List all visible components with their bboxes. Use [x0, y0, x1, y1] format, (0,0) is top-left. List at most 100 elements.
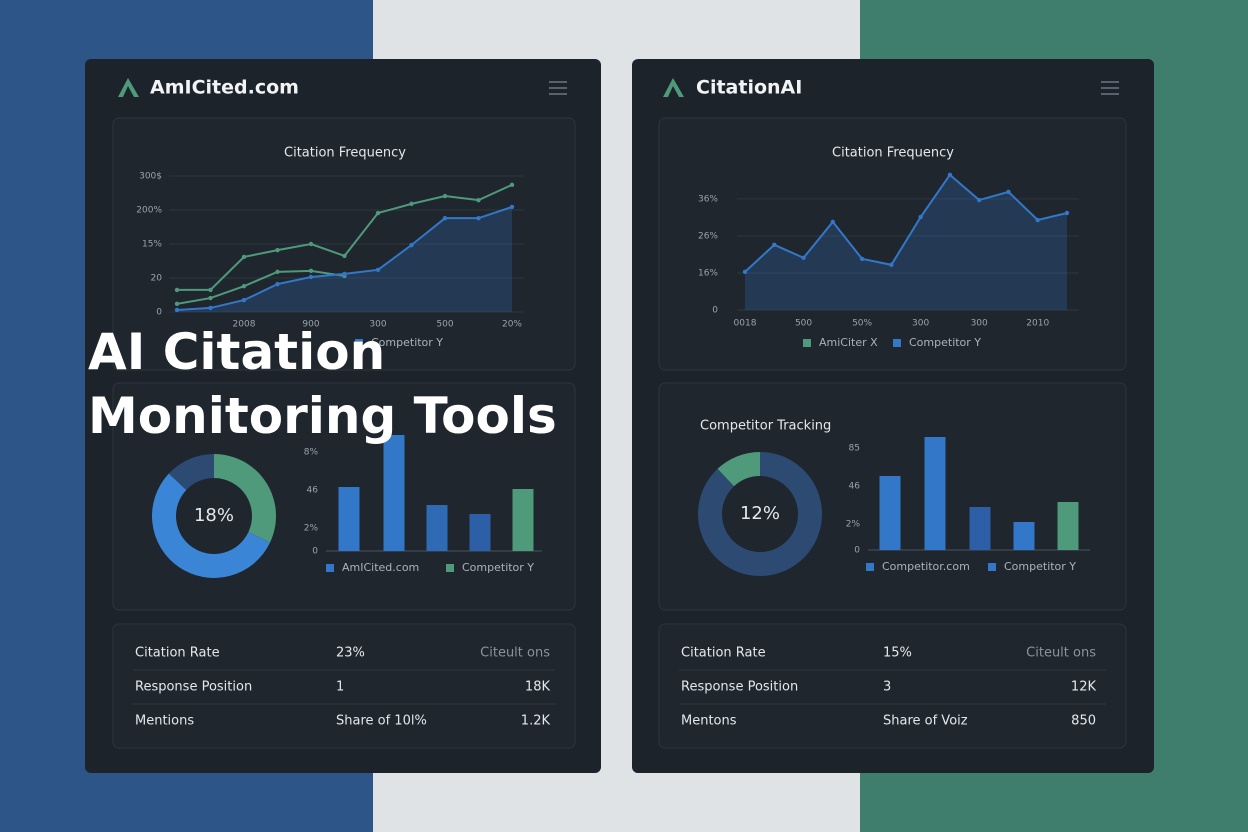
line [744, 173, 1068, 273]
bar [512, 489, 534, 551]
x-tick-label: 2008 [233, 320, 256, 330]
point [241, 297, 247, 303]
donut-center-label: 18% [194, 505, 234, 526]
menu-icon[interactable] [549, 81, 567, 95]
legend-swatch [355, 339, 363, 347]
point [1006, 189, 1011, 195]
legend-swatch [866, 563, 874, 571]
legend-swatch [893, 339, 901, 347]
point [509, 204, 515, 210]
y-tick-label: 16% [698, 268, 718, 278]
point [208, 287, 213, 293]
menu-icon[interactable] [1101, 81, 1119, 95]
bar [879, 476, 901, 550]
table-cell: 1.2K [521, 714, 551, 729]
x-tick-label: 300 [971, 319, 988, 329]
point [772, 242, 777, 248]
x-tick-label: 900 [302, 320, 319, 330]
donut-segment [151, 473, 271, 579]
y-tick-label: 0 [712, 306, 718, 316]
y-tick-label: 2% [846, 520, 861, 530]
legend-swatch [446, 564, 454, 572]
bar [469, 514, 491, 551]
point [375, 267, 381, 273]
logo [663, 78, 684, 97]
point [174, 307, 180, 313]
table-cell: 18K [525, 680, 551, 695]
card-title: Competitor Tracking [700, 419, 831, 434]
table-cell: 15% [883, 646, 912, 661]
table-cell: 1 [336, 680, 344, 695]
brand: AmICited.com [150, 77, 299, 99]
point [241, 254, 247, 260]
point [476, 215, 481, 221]
point [859, 256, 865, 262]
point [275, 247, 280, 253]
table-cell: 23% [336, 646, 365, 661]
legend-label: Competitor.com [882, 560, 970, 573]
bar [338, 487, 360, 551]
point [342, 253, 347, 259]
bar [969, 507, 991, 550]
point [1064, 210, 1070, 216]
y-tick-label: 20 [151, 274, 163, 284]
logo [118, 78, 139, 97]
table-cell: 850 [1071, 714, 1096, 729]
table-cell: 3 [883, 680, 891, 695]
point [275, 281, 280, 287]
table-cell: Citation Rate [135, 646, 220, 661]
y-tick-label: 0 [854, 546, 860, 556]
legend-swatch [803, 339, 811, 347]
table-cell: Response Position [135, 680, 252, 695]
x-tick-label: 500 [436, 320, 453, 330]
card [112, 623, 576, 749]
donut-segment [168, 454, 214, 490]
table-cell: Mentions [135, 714, 194, 729]
donut-segment [214, 454, 276, 543]
point [976, 197, 982, 203]
bar [1057, 502, 1079, 550]
chart-title: Citation Frequency [284, 146, 406, 161]
legend-label: Competitor Y [1004, 560, 1076, 573]
y-tick-label: 85 [849, 444, 860, 454]
y-tick-label: 200% [136, 206, 162, 216]
table-cell: 12K [1071, 680, 1097, 695]
headline: AI Citation Monitoring Tools [88, 323, 557, 445]
donut-segment [698, 452, 823, 576]
donut-center-label: 12% [740, 503, 780, 524]
y-tick-label: 300$ [139, 172, 162, 182]
area [177, 206, 512, 312]
point [174, 287, 180, 293]
y-tick-label: 46 [849, 482, 861, 492]
table-cell: Citation Rate [681, 646, 766, 661]
bar [1013, 522, 1035, 550]
y-tick-label: 2% [304, 524, 319, 534]
legend-label: Competitor Y [371, 336, 443, 349]
y-tick-label: 0 [312, 547, 318, 557]
y-tick-label: 0 [156, 308, 162, 318]
legend-label: AmiCiter X [819, 336, 878, 349]
point [889, 262, 894, 268]
donut-segment [717, 452, 760, 487]
point [241, 283, 247, 289]
x-tick-label: 0018 [734, 319, 757, 329]
y-tick-label: 36% [698, 194, 718, 204]
point [1035, 217, 1040, 223]
legend-swatch [326, 564, 334, 572]
point [308, 268, 314, 274]
point [308, 274, 314, 280]
x-tick-label: 2010 [1026, 319, 1049, 329]
card [658, 117, 1127, 371]
legend-swatch [988, 563, 996, 571]
point [208, 305, 213, 311]
y-tick-label: 46 [307, 486, 319, 496]
chart-title: Citation Frequency [832, 146, 954, 161]
table-cell: Share of 10l% [336, 714, 427, 729]
card [658, 623, 1127, 749]
point [409, 201, 414, 207]
point [830, 219, 836, 225]
table-cell: Response Position [681, 680, 798, 695]
table-cell: Mentons [681, 714, 737, 729]
